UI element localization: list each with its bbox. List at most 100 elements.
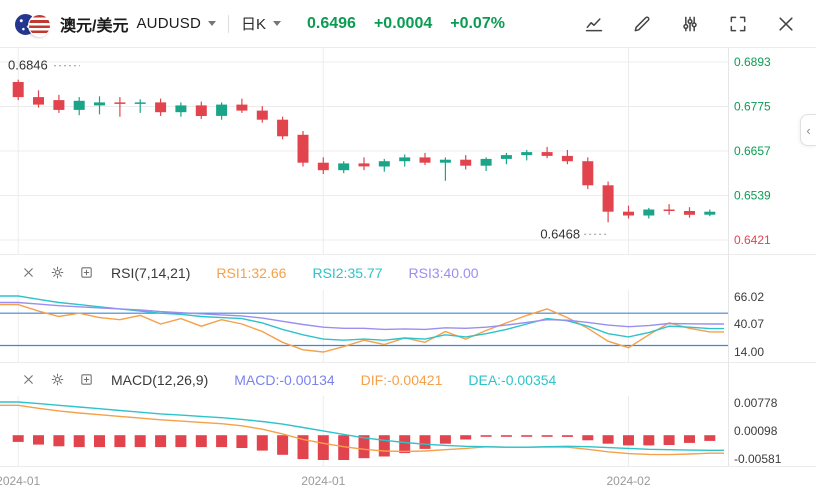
macd-histogram-bar xyxy=(216,435,228,448)
candlestick-chart[interactable]: 0.6893 0.6775 0.6657 0.6539 0.6421 0.6846 0.64… xyxy=(0,48,816,254)
candle[interactable] xyxy=(358,157,370,171)
pair-name: 澳元/美元 xyxy=(60,17,129,35)
macd-histogram-bar xyxy=(460,435,472,440)
candle[interactable] xyxy=(256,106,268,123)
candle[interactable] xyxy=(236,98,248,113)
macd-histogram-bar xyxy=(602,435,614,444)
macd-histogram-bar xyxy=(439,435,451,444)
candle-body xyxy=(663,209,675,211)
macd-histogram-bar xyxy=(561,435,573,437)
time-axis-label: 2024-01 xyxy=(0,474,41,488)
macd-histogram-bar xyxy=(623,435,634,446)
candle[interactable] xyxy=(175,102,187,117)
macd-add-button[interactable] xyxy=(78,371,95,388)
candle-body xyxy=(53,100,65,110)
candle[interactable] xyxy=(134,99,146,113)
candle[interactable] xyxy=(12,79,24,101)
candle[interactable] xyxy=(500,152,512,165)
candle-body xyxy=(236,104,248,111)
chevron-down-icon xyxy=(273,21,282,26)
candle[interactable] xyxy=(419,152,431,165)
macd-axis-label: 0.00098 xyxy=(734,424,778,438)
candle[interactable] xyxy=(297,131,309,167)
macd-settings-button[interactable] xyxy=(49,371,66,388)
rsi1-value: RSI1:32.66 xyxy=(216,264,287,281)
candle[interactable] xyxy=(94,96,105,115)
candle[interactable] xyxy=(277,116,289,140)
candle-body xyxy=(256,110,268,120)
candle[interactable] xyxy=(582,157,594,190)
candle[interactable] xyxy=(623,205,634,219)
candle-body xyxy=(541,152,553,156)
close-chart-button[interactable] xyxy=(774,12,798,36)
time-axis: 2024-01 2024-01 2024-02 xyxy=(0,466,816,498)
candle[interactable] xyxy=(338,161,350,174)
draw-tools-button[interactable] xyxy=(630,12,654,36)
candle[interactable] xyxy=(684,207,695,218)
macd-histogram-bar xyxy=(155,435,167,448)
indicators-button[interactable] xyxy=(678,12,702,36)
macd-histogram-bar xyxy=(134,435,146,448)
symbol-selector[interactable]: 澳元/美元 AUDUSD xyxy=(60,12,216,36)
candle[interactable] xyxy=(439,157,451,181)
macd-close-button[interactable] xyxy=(20,371,37,388)
high-price-annotation: 0.6846 xyxy=(8,58,48,73)
candle[interactable] xyxy=(53,94,65,113)
candle-body xyxy=(623,211,634,216)
macd-histogram-bar xyxy=(175,435,187,448)
pencil-icon xyxy=(634,16,650,31)
candle[interactable] xyxy=(663,204,675,215)
candle[interactable] xyxy=(33,90,44,108)
candle[interactable] xyxy=(378,158,390,172)
usd-flag-icon xyxy=(28,13,51,37)
candle[interactable] xyxy=(317,157,329,174)
macd-histogram-bar xyxy=(12,435,24,442)
candle-body xyxy=(338,163,350,171)
candle-body xyxy=(134,102,146,104)
collapse-panel-handle[interactable]: ‹ xyxy=(800,114,816,146)
candle[interactable] xyxy=(643,207,655,219)
macd-histogram-bar xyxy=(378,435,390,457)
candle[interactable] xyxy=(399,154,411,167)
time-axis-label: 2024-01 xyxy=(301,474,346,488)
candle[interactable] xyxy=(460,155,472,170)
candle[interactable] xyxy=(704,209,716,217)
fullscreen-button[interactable] xyxy=(726,12,750,36)
candle[interactable] xyxy=(521,149,533,161)
dif-value: DIF:-0.00421 xyxy=(360,371,443,388)
macd-histogram-bar xyxy=(419,435,431,449)
close-icon xyxy=(24,375,33,384)
candle[interactable] xyxy=(561,149,573,165)
macd-histogram-bar xyxy=(317,435,329,460)
interval-selector[interactable]: 日K xyxy=(241,13,282,34)
macd-histogram-bar xyxy=(358,435,370,459)
candle-body xyxy=(561,155,573,162)
price-change: +0.0004 xyxy=(373,14,433,32)
candle[interactable] xyxy=(480,157,492,171)
macd-histogram-bar xyxy=(663,435,675,445)
chart-style-button[interactable] xyxy=(582,12,606,36)
candle[interactable] xyxy=(541,146,553,159)
candle[interactable] xyxy=(602,181,614,223)
rsi1-line xyxy=(0,303,724,353)
macd-histogram-bar xyxy=(114,435,126,448)
macd-histogram-bar xyxy=(704,435,716,441)
close-icon xyxy=(24,268,33,277)
macd-histogram-bar xyxy=(256,435,268,451)
rsi-close-button[interactable] xyxy=(20,264,37,281)
sliders-icon xyxy=(683,16,697,31)
rsi-chart[interactable]: 66.02 40.07 14.00 xyxy=(0,290,816,362)
candle[interactable] xyxy=(155,98,167,116)
candle-body xyxy=(175,105,187,113)
low-price-annotation: 0.6468 xyxy=(540,226,580,241)
candle-body xyxy=(73,100,85,110)
rsi-add-button[interactable] xyxy=(78,264,95,281)
rsi-settings-button[interactable] xyxy=(49,264,66,281)
price-change-percent: +0.07% xyxy=(450,14,505,32)
candle[interactable] xyxy=(195,101,207,119)
time-axis-label: 2024-02 xyxy=(606,474,651,488)
macd-chart[interactable]: 0.00778 0.00098 -0.00581 xyxy=(0,396,816,466)
candle[interactable] xyxy=(73,97,85,116)
candle[interactable] xyxy=(114,97,126,117)
candle[interactable] xyxy=(216,102,228,120)
